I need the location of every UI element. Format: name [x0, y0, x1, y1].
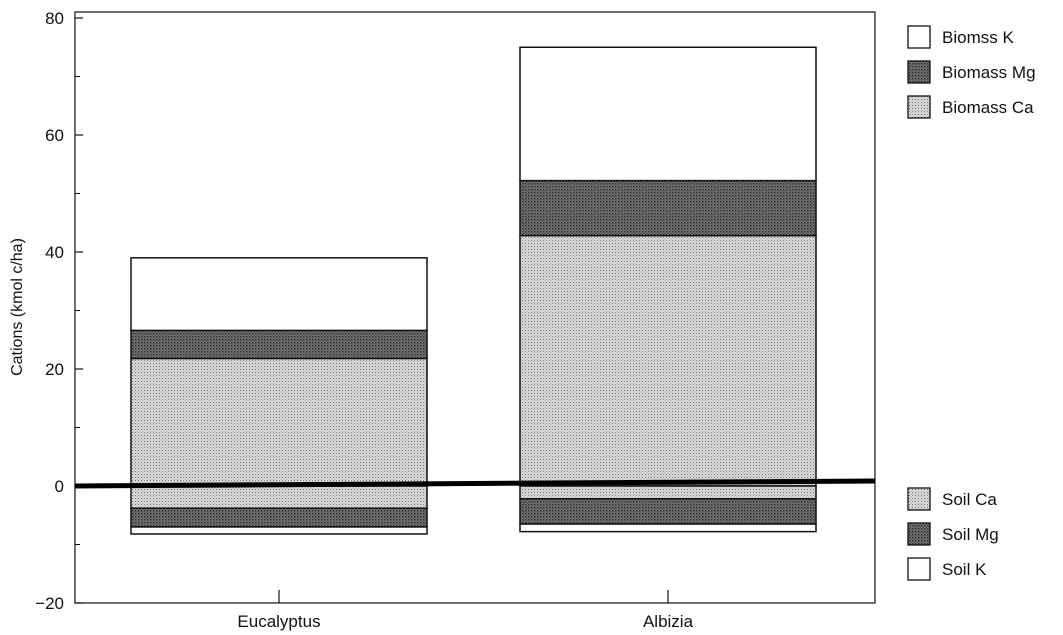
legend-swatch — [907, 60, 931, 84]
legend-label: Soil K — [942, 560, 987, 579]
legend-swatch — [907, 522, 931, 546]
plot-area-frame — [74, 11, 876, 604]
legend-label: Biomass Ca — [942, 98, 1034, 117]
y-tick-label: 0 — [55, 477, 64, 496]
y-tick-label: −20 — [35, 594, 64, 613]
zero-line — [74, 478, 876, 489]
legend-label: Biomss K — [942, 28, 1014, 47]
bar-albizia-soil-mg — [519, 498, 817, 525]
legend-label: Soil Ca — [942, 490, 997, 509]
bar-eucalyptus-soil-ca — [130, 485, 428, 509]
legend-label: Biomass Mg — [942, 63, 1036, 82]
y-tick-label: 60 — [45, 126, 64, 145]
y-tick-label: 80 — [45, 9, 64, 28]
y-tick-label: 20 — [45, 360, 64, 379]
bar-albizia-biomass-mg — [519, 179, 817, 237]
legend-swatch — [907, 487, 931, 511]
x-axis: Eucalyptus Albizia — [237, 590, 694, 631]
bar-eucalyptus-biomass-ca — [130, 357, 428, 487]
legend-soil: Soil Ca Soil Mg Soil K — [907, 487, 999, 581]
y-tick-label: 40 — [45, 243, 64, 262]
bar-albizia-soil-k — [519, 523, 817, 533]
legend-swatch — [907, 557, 931, 581]
legend-biomass: Biomss K Biomass Mg Biomass Ca — [907, 25, 1036, 119]
bar-eucalyptus-soil-mg — [130, 507, 428, 528]
bar-albizia-biomass-ca — [519, 234, 817, 487]
bar-eucalyptus-biomss-k — [130, 257, 428, 332]
bars — [130, 46, 817, 535]
x-category-label: Eucalyptus — [237, 612, 320, 631]
bar-eucalyptus-soil-k — [130, 526, 428, 535]
legend-swatch — [907, 25, 931, 49]
y-axis-label: Cations (kmol c/ha) — [9, 238, 26, 376]
legend-swatch — [907, 95, 931, 119]
y-axis: −20 0 20 40 60 80 — [35, 9, 83, 613]
bar-albizia-soil-ca — [519, 485, 817, 500]
x-category-label: Albizia — [643, 612, 694, 631]
bar-albizia-biomss-k — [519, 46, 817, 182]
bar-eucalyptus-biomass-mg — [130, 329, 428, 360]
legend-label: Soil Mg — [942, 525, 999, 544]
